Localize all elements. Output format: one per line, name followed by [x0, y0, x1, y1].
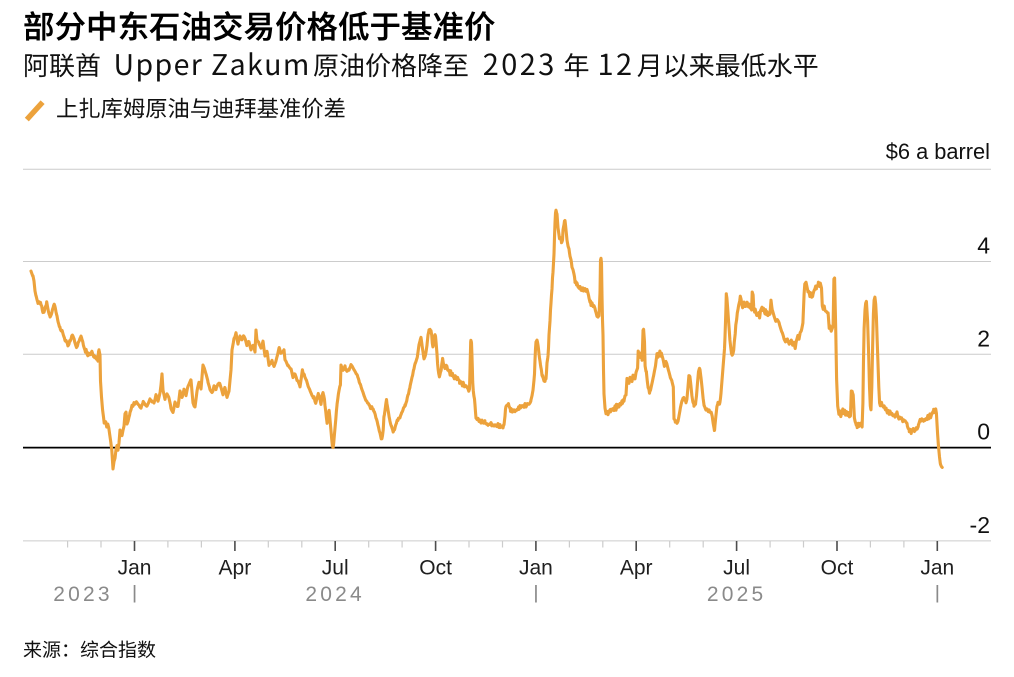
svg-text:Jul: Jul — [723, 557, 750, 580]
svg-text:Jan: Jan — [920, 557, 954, 580]
svg-text:Oct: Oct — [419, 557, 452, 580]
svg-text:0: 0 — [977, 419, 990, 445]
svg-text:2023: 2023 — [53, 583, 113, 606]
svg-text:Apr: Apr — [620, 557, 653, 580]
svg-text:Jul: Jul — [322, 557, 349, 580]
svg-text:Jan: Jan — [118, 557, 152, 580]
svg-text:Apr: Apr — [219, 557, 252, 580]
svg-text:4: 4 — [977, 233, 990, 259]
svg-text:Oct: Oct — [821, 557, 854, 580]
svg-text:-2: -2 — [970, 512, 990, 538]
svg-text:2024: 2024 — [305, 583, 365, 606]
svg-text:$6 a barrel: $6 a barrel — [886, 139, 990, 164]
svg-text:Jan: Jan — [519, 557, 553, 580]
svg-text:2: 2 — [977, 325, 990, 351]
svg-text:2025: 2025 — [707, 583, 767, 606]
